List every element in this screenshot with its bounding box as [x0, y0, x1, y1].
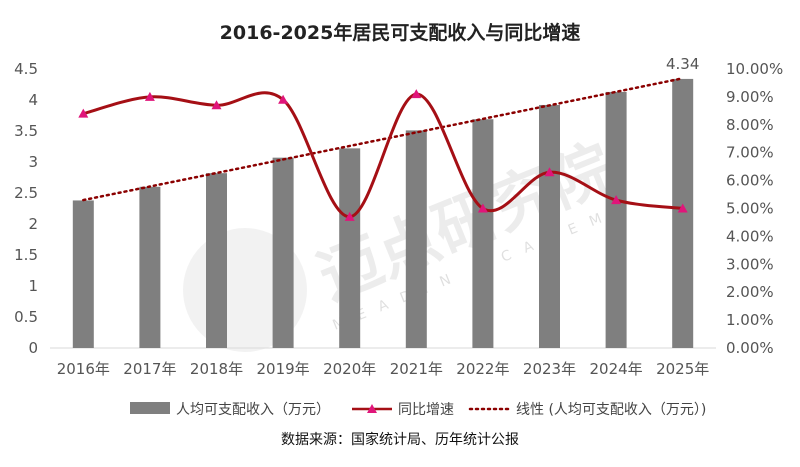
legend-label: 线性 (人均可支配收入（万元）): [516, 402, 706, 418]
x-tick-label: 2018年: [190, 360, 243, 378]
y-left-tick-label: 0.5: [14, 308, 38, 326]
legend-label: 人均可支配收入（万元）: [176, 402, 330, 418]
growth-line: [82, 91, 683, 219]
y-left-tick-label: 2.5: [14, 184, 38, 202]
growth-marker: [611, 195, 622, 205]
x-tick-label: 2021年: [390, 360, 443, 378]
y-left-tick-label: 4.5: [14, 60, 38, 78]
growth-marker: [144, 91, 155, 101]
bar: [72, 200, 94, 348]
x-tick-label: 2020年: [323, 360, 376, 378]
bar: [206, 173, 227, 348]
y-left-tick-label: 4: [28, 91, 38, 109]
bar: [539, 104, 560, 349]
growth-marker: [211, 100, 222, 110]
x-tick-label: 2017年: [123, 360, 176, 378]
y-left-tick-label: 0: [28, 339, 38, 357]
bar: [405, 130, 427, 348]
source-note: 数据来源：国家统计局、历年统计公报: [281, 432, 519, 448]
y-right-tick-label: 2.00%: [726, 283, 774, 301]
growth-marker: [344, 211, 355, 221]
trendline: [82, 77, 684, 202]
bar: [605, 91, 627, 348]
growth-marker: [477, 203, 488, 213]
y-left-tick-label: 1.5: [14, 246, 38, 264]
y-right-tick-label: 7.00%: [726, 144, 774, 162]
y-right-tick-label: 1.00%: [726, 311, 774, 329]
growth-marker: [78, 108, 89, 118]
bar: [139, 186, 161, 348]
y-right-tick-label: 3.00%: [726, 255, 774, 273]
x-tick-label: 2016年: [57, 360, 110, 378]
x-tick-label: 2024年: [590, 360, 643, 378]
growth-marker: [411, 89, 422, 99]
x-tick-label: 2022年: [456, 360, 509, 378]
legend-swatch-bar: [130, 402, 170, 414]
y-left-tick-label: 1: [28, 277, 38, 295]
y-left-tick-label: 3: [28, 153, 38, 171]
bar: [472, 119, 494, 348]
legend-label: 同比增速: [398, 402, 454, 418]
data-label: 4.34: [666, 55, 699, 73]
y-left-tick-label: 3.5: [14, 122, 38, 140]
y-right-tick-label: 9.00%: [726, 88, 774, 106]
growth-marker: [544, 167, 555, 177]
y-right-tick-label: 5.00%: [726, 200, 774, 218]
x-tick-label: 2019年: [257, 360, 310, 378]
bar: [339, 148, 361, 348]
y-right-tick-label: 6.00%: [726, 172, 774, 190]
growth-marker: [677, 203, 688, 213]
y-right-tick-label: 4.00%: [726, 227, 774, 245]
bar: [272, 157, 294, 348]
y-right-tick-label: 10.00%: [726, 60, 783, 78]
x-tick-label: 2023年: [523, 360, 576, 378]
growth-marker: [278, 94, 289, 104]
y-right-tick-label: 8.00%: [726, 116, 774, 134]
chart-title: 2016-2025年居民可支配收入与同比增速: [219, 22, 581, 44]
y-right-tick-label: 0.00%: [726, 339, 774, 357]
legend-marker: [367, 404, 377, 413]
bar: [672, 78, 694, 349]
x-tick-label: 2025年: [656, 360, 709, 378]
y-left-tick-label: 2: [28, 215, 38, 233]
